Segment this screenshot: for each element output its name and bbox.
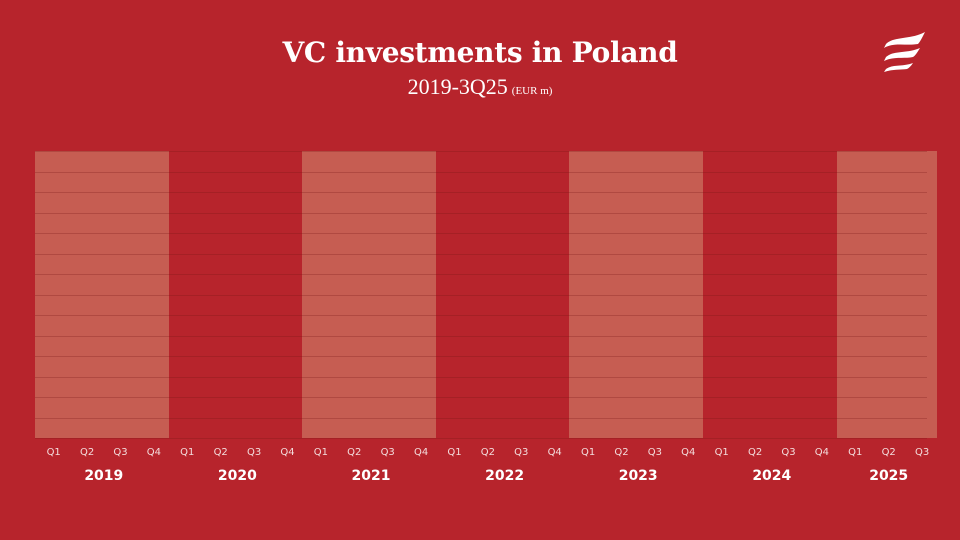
- gridline: [35, 151, 927, 152]
- subtitle-unit: (EUR m): [511, 85, 553, 97]
- gridline: [35, 417, 927, 419]
- gridline: [35, 335, 927, 337]
- year-label-2020: 2020: [217, 468, 257, 484]
- gridline: [35, 253, 927, 255]
- quarter-tick-label: Q4: [413, 447, 429, 458]
- quarter-tick-label: Q1: [313, 447, 328, 458]
- quarter-tick-label: Q2: [747, 447, 763, 458]
- quarter-tick-label: Q2: [347, 447, 362, 458]
- gridline: [35, 192, 927, 193]
- year-band-2021: [302, 151, 436, 438]
- quarter-tick-label: Q2: [213, 447, 228, 458]
- gridline: [35, 212, 927, 214]
- quarter-tick-label: Q2: [79, 447, 95, 458]
- gridline: [35, 315, 927, 316]
- quarter-tick-label: Q4: [146, 447, 161, 458]
- chart-title: VC investments in Poland: [282, 36, 678, 69]
- quarter-tick-label: Q4: [547, 447, 562, 458]
- quarter-tick-label: Q3: [781, 447, 796, 458]
- quarter-tick-label: Q3: [914, 447, 930, 458]
- quarter-tick-label: Q1: [714, 447, 729, 458]
- year-label-2025: 2025: [869, 468, 909, 484]
- quarter-tick-label: Q3: [113, 447, 128, 458]
- year-label-2022: 2022: [485, 468, 525, 484]
- chart-subtitle: 2019-3Q25 (EUR m): [0, 74, 960, 100]
- quarter-tick-label: Q1: [447, 447, 462, 458]
- quarter-tick-label: Q3: [380, 447, 395, 458]
- quarter-tick-label: Q4: [814, 447, 829, 458]
- quarter-tick-label: Q4: [681, 447, 696, 458]
- year-label-2019: 2019: [84, 468, 124, 484]
- quarter-tick-label: Q4: [280, 447, 295, 458]
- year-band-2023: [569, 151, 703, 438]
- quarter-tick-label: Q3: [246, 447, 262, 458]
- gridline: [35, 438, 927, 439]
- gridline: [35, 397, 927, 398]
- gridline: [35, 233, 927, 234]
- year-label-2021: 2021: [351, 468, 391, 484]
- quarter-tick-label: Q1: [580, 447, 596, 458]
- quarter-tick-label: Q2: [614, 447, 629, 458]
- gridline: [35, 171, 927, 173]
- quarter-tick-label: Q2: [881, 447, 896, 458]
- year-label-2023: 2023: [618, 468, 658, 484]
- quarter-tick-label: Q3: [647, 447, 662, 458]
- year-band-2019: [35, 151, 169, 438]
- gridline: [35, 376, 927, 378]
- chart-plot-area: [35, 151, 937, 439]
- quarter-tick-label: Q1: [180, 447, 195, 458]
- subtitle-period: 2019-3Q25: [407, 74, 508, 99]
- gridline: [35, 294, 927, 296]
- gridline: [35, 356, 927, 357]
- quarter-tick-label: Q1: [848, 447, 863, 458]
- brand-logo-icon: [884, 32, 925, 72]
- quarter-tick-label: Q2: [480, 447, 495, 458]
- year-label-2024: 2024: [752, 468, 792, 484]
- quarter-tick-label: Q3: [514, 447, 529, 458]
- gridline: [35, 274, 927, 275]
- year-band-2025: [836, 151, 937, 438]
- quarter-tick-label: Q1: [46, 447, 61, 458]
